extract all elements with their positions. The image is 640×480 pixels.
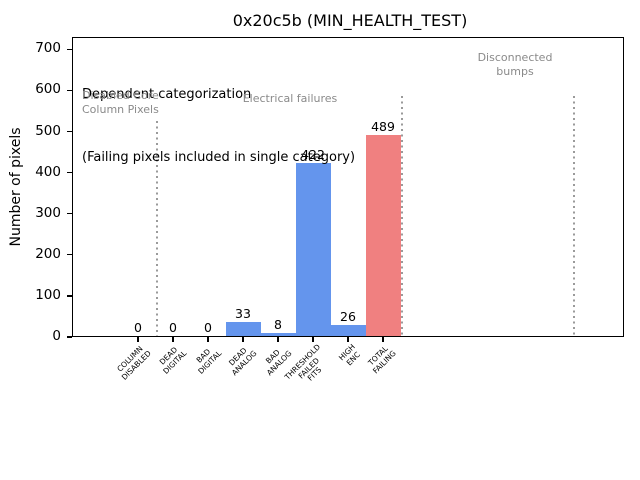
bar-value-label: 26 bbox=[340, 309, 356, 325]
x-tick-label: DEAD ANALOG bbox=[226, 345, 258, 377]
x-tick-label: BAD DIGITAL bbox=[194, 346, 223, 376]
x-tick-mark bbox=[172, 337, 174, 342]
y-tick-mark bbox=[67, 89, 72, 92]
x-tick-mark bbox=[242, 337, 244, 342]
y-tick-mark bbox=[67, 171, 72, 174]
y-tick-mark bbox=[67, 254, 72, 256]
x-tick-mark bbox=[382, 337, 384, 342]
bar bbox=[260, 332, 296, 336]
chart-title: 0x20c5b (MIN_HEALTH_TEST) bbox=[232, 11, 468, 30]
bar-value-label: 422 bbox=[301, 146, 325, 162]
y-tick-label: 500 bbox=[35, 122, 61, 139]
separator-line bbox=[155, 121, 158, 336]
annotation-disabled-core-region: Disabled Core Column Pixels bbox=[82, 89, 159, 116]
bar-slot: 8 bbox=[260, 316, 296, 336]
y-axis-label: Number of pixels bbox=[8, 127, 24, 247]
y-tick-mark bbox=[67, 48, 72, 51]
y-tick-label: 100 bbox=[35, 287, 61, 304]
annotation-line: (Failing pixels included in single categ… bbox=[82, 150, 356, 165]
y-tick-label: 600 bbox=[35, 81, 61, 98]
separator-line bbox=[400, 96, 403, 336]
separator-line bbox=[573, 96, 575, 336]
bar-slot: 0 bbox=[191, 321, 226, 336]
y-tick-label: 700 bbox=[35, 40, 61, 57]
bar-value-label: 0 bbox=[169, 320, 177, 335]
annotation-electrical-region: Electrical failures bbox=[242, 92, 338, 105]
y-tick-mark bbox=[67, 213, 72, 215]
x-tick-label: HIGH ENC bbox=[336, 342, 362, 368]
x-tick-mark bbox=[312, 337, 314, 342]
x-tick-mark bbox=[137, 337, 139, 342]
bar-slot: 489 bbox=[365, 119, 401, 336]
bar bbox=[330, 325, 366, 336]
annotation-line: Dependent categorization bbox=[82, 87, 252, 102]
bar-slot: 26 bbox=[330, 309, 366, 336]
x-tick-label: COLUMN DISABLED bbox=[115, 344, 153, 382]
bar-value-label: 489 bbox=[371, 119, 395, 135]
plot-area: 0 0 0 33 8 422 26 489 bbox=[72, 37, 624, 337]
bar bbox=[225, 322, 261, 336]
x-tick-label: DEAD DIGITAL bbox=[157, 345, 188, 376]
y-tick-mark bbox=[67, 295, 72, 297]
bar-value-label: 8 bbox=[274, 316, 282, 332]
y-tick-mark bbox=[67, 336, 72, 338]
bar-slot: 0 bbox=[156, 321, 191, 336]
x-tick-mark bbox=[207, 337, 209, 342]
y-tick-label: 200 bbox=[35, 245, 61, 262]
x-tick-label: TOTAL FAILING bbox=[366, 344, 398, 376]
bar-value-label: 33 bbox=[235, 306, 251, 322]
bar-value-label: 0 bbox=[204, 320, 212, 335]
bar-slot: 0 bbox=[121, 321, 156, 336]
annotation-disconnected-region: Disconnected bumps bbox=[477, 51, 553, 78]
y-tick-label: 0 bbox=[52, 328, 61, 345]
bar-value-label: 0 bbox=[134, 320, 142, 335]
y-tick-mark bbox=[67, 130, 72, 133]
annotation-dependent-categorization: Dependent categorization (Failing pixels… bbox=[82, 42, 355, 210]
bar bbox=[365, 135, 401, 336]
y-tick-label: 400 bbox=[35, 163, 61, 180]
bar-slot: 33 bbox=[225, 306, 261, 336]
y-tick-label: 300 bbox=[35, 204, 61, 221]
x-tick-mark bbox=[277, 337, 279, 342]
x-tick-mark bbox=[347, 337, 349, 342]
bar bbox=[295, 162, 331, 336]
bar-slot: 422 bbox=[295, 146, 331, 336]
